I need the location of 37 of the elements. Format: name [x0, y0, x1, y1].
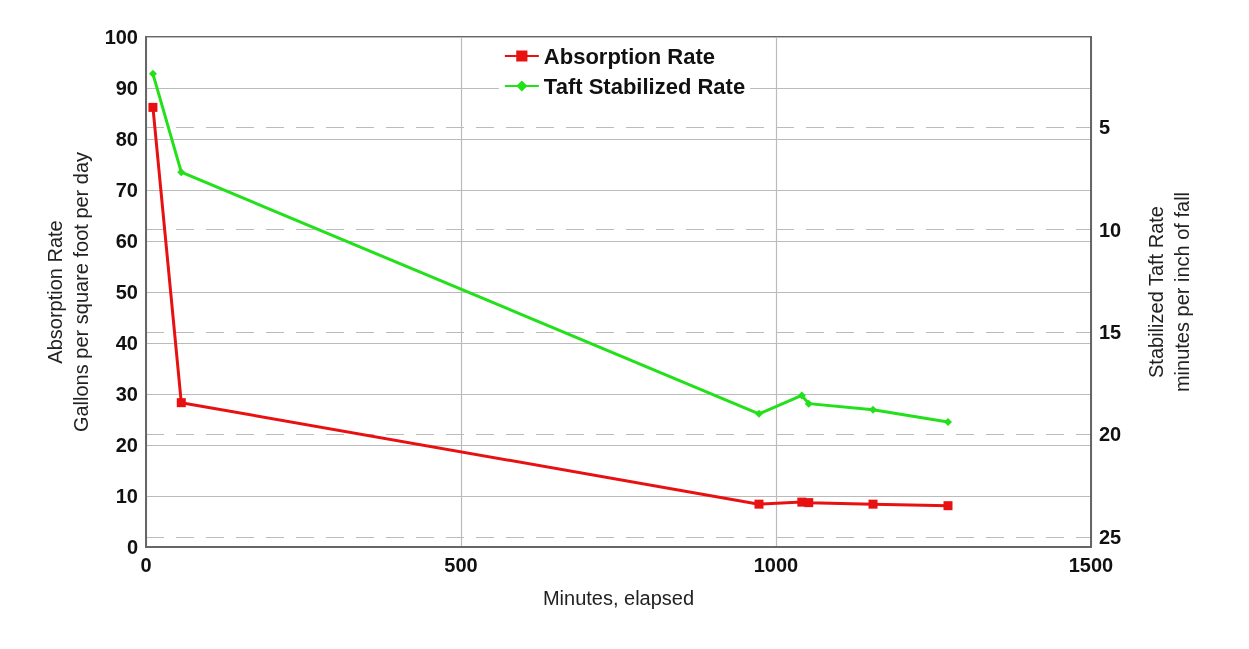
point: [177, 168, 186, 177]
y-tick-label: 50: [115, 281, 138, 303]
y2-tick-label: 10: [1099, 218, 1122, 241]
y-tick-label: 20: [115, 434, 138, 456]
y-tick-label: 0: [126, 536, 138, 558]
y-tick-label: 90: [115, 77, 138, 99]
point: [797, 391, 806, 400]
point: [148, 69, 157, 78]
point: [754, 409, 763, 418]
y-tick-label: 30: [115, 383, 138, 405]
point: [869, 405, 878, 414]
x-tick-label: 1000: [753, 554, 799, 576]
y-tick-label: 80: [115, 128, 138, 150]
y2-tick-label: 15: [1099, 320, 1122, 343]
point: [868, 499, 878, 509]
y-tick-label: 60: [115, 230, 138, 252]
x-axis-title: Minutes, elapsed: [542, 587, 695, 609]
y2-tick-label: 5: [1099, 116, 1111, 139]
y-tick-label: 100: [104, 26, 138, 48]
point: [804, 498, 814, 508]
legend-label: Absorption Rate: [543, 43, 715, 69]
point: [754, 499, 764, 509]
y-tick-label: 10: [115, 485, 138, 507]
point: [943, 501, 953, 511]
x-tick-label: 500: [444, 554, 478, 576]
y2-axis-title: Stabilized Taft Rate minutes per inch of fall: [1145, 191, 1193, 393]
x-tick-label: 0: [140, 554, 152, 576]
y-tick-label: 70: [115, 179, 138, 201]
y2-tick-label: 20: [1099, 423, 1122, 446]
y-tick-label: 40: [115, 332, 138, 354]
y2-tick-label: 25: [1099, 525, 1122, 548]
point: [804, 399, 813, 408]
point: [148, 102, 158, 112]
legend-label: Taft Stabilized Rate: [543, 73, 746, 99]
y-axis-title: Absorption Rate Gallons per square foot per day: [43, 151, 92, 433]
point: [176, 398, 186, 408]
x-tick-label: 1500: [1068, 554, 1114, 576]
